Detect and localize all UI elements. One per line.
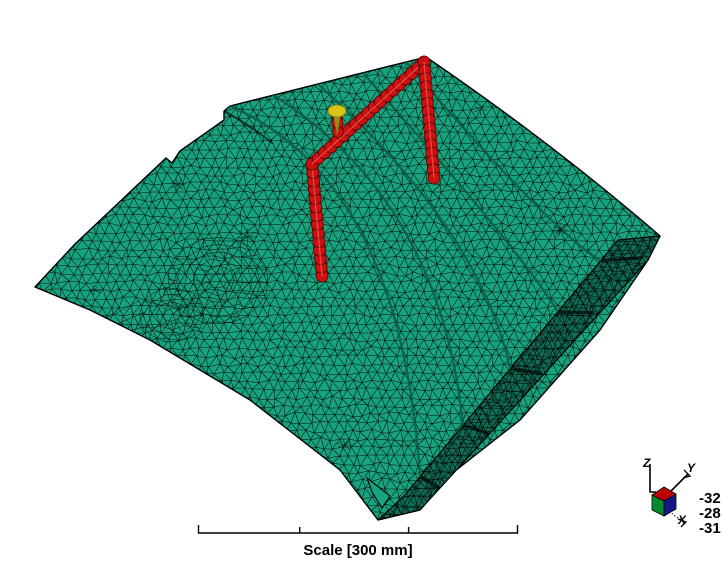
svg-text:Y: Y [687,461,696,475]
svg-text:-31: -31 [699,520,721,537]
svg-text:X: X [677,513,687,527]
svg-text:Z: Z [642,456,651,470]
svg-text:Scale [300 mm]: Scale [300 mm] [303,542,412,559]
